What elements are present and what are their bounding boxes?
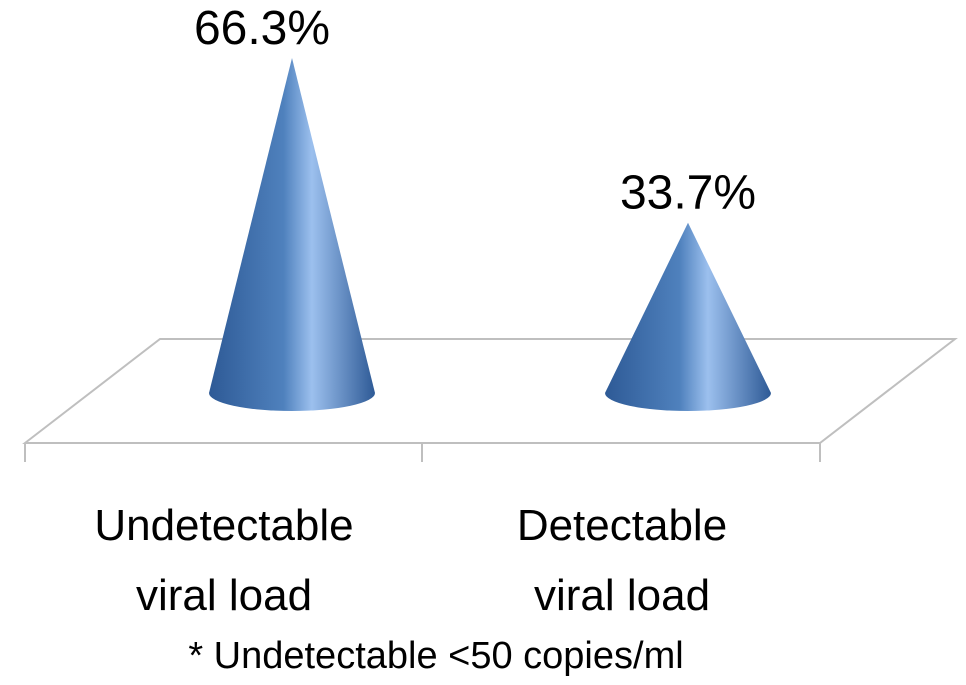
cone-body	[209, 58, 375, 411]
chart-floor	[22, 338, 958, 462]
category-label: Undetectable	[94, 501, 353, 550]
cone-bar	[209, 58, 375, 411]
cone-bar	[605, 222, 771, 411]
category-label: viral load	[136, 571, 312, 620]
category-label: viral load	[534, 571, 710, 620]
chart-labels: 66.3% Undetectable viral load 33.7% Detectab…	[94, 2, 756, 620]
category-label: Detectable	[517, 501, 727, 550]
data-label: 33.7%	[620, 167, 756, 220]
data-label: 66.3%	[194, 2, 330, 55]
cone-body	[605, 222, 771, 411]
chart-footnote: * Undetectable <50 copies/ml	[188, 635, 683, 677]
cone-series	[209, 58, 771, 411]
